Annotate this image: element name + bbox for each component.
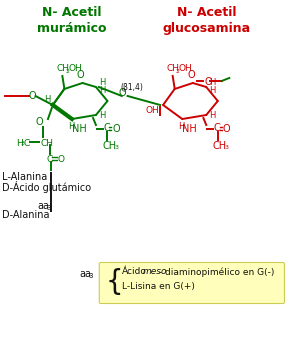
Text: C: C xyxy=(23,139,29,147)
Text: N- Acetil
murámico: N- Acetil murámico xyxy=(37,6,107,35)
Text: H: H xyxy=(209,77,215,86)
Text: O: O xyxy=(223,124,230,134)
Text: aa: aa xyxy=(80,269,92,279)
Text: 3: 3 xyxy=(46,205,50,211)
Text: O: O xyxy=(29,91,36,101)
Text: H: H xyxy=(178,121,184,131)
Text: H: H xyxy=(99,111,105,120)
Text: meso: meso xyxy=(143,267,167,277)
Text: CH: CH xyxy=(167,64,180,73)
Text: CH: CH xyxy=(57,64,70,73)
Text: H: H xyxy=(68,121,74,131)
Text: CH: CH xyxy=(213,141,227,151)
Text: O: O xyxy=(112,124,120,134)
Text: OH: OH xyxy=(178,64,192,73)
Text: O: O xyxy=(204,77,212,87)
Text: OH: OH xyxy=(68,64,82,73)
Text: C: C xyxy=(103,123,110,133)
Text: D-Ácido glutámico: D-Ácido glutámico xyxy=(2,181,91,193)
Text: CH: CH xyxy=(103,141,117,151)
Text: 2: 2 xyxy=(176,69,180,74)
Text: O: O xyxy=(187,70,195,80)
Text: C: C xyxy=(46,155,52,164)
Text: O: O xyxy=(58,155,64,164)
Text: Ácido: Ácido xyxy=(122,267,147,277)
Text: H: H xyxy=(99,77,105,86)
Text: aa: aa xyxy=(38,201,50,211)
Text: L-Lisina en G(+): L-Lisina en G(+) xyxy=(122,282,195,291)
Text: N- Acetil
glucosamina: N- Acetil glucosamina xyxy=(162,6,250,35)
Text: O: O xyxy=(77,70,84,80)
Text: 3: 3 xyxy=(224,145,229,150)
Text: H: H xyxy=(16,139,23,147)
Text: C: C xyxy=(214,123,221,133)
Text: O: O xyxy=(119,88,127,98)
Text: {: { xyxy=(106,268,123,296)
Text: 3: 3 xyxy=(88,273,93,279)
Text: L-Alanina: L-Alanina xyxy=(2,172,47,182)
Text: O: O xyxy=(35,117,43,127)
Text: - diaminopimélico en G(-): - diaminopimélico en G(-) xyxy=(156,267,275,277)
Text: CH: CH xyxy=(40,139,53,147)
Text: H: H xyxy=(99,85,105,95)
Text: H: H xyxy=(209,111,215,120)
Text: NH: NH xyxy=(72,124,87,134)
Text: H: H xyxy=(209,85,215,95)
Text: 2: 2 xyxy=(65,69,69,74)
Text: (β1,4): (β1,4) xyxy=(120,82,143,91)
Text: D-Alanina: D-Alanina xyxy=(2,210,50,220)
Text: H: H xyxy=(44,95,51,104)
FancyBboxPatch shape xyxy=(99,262,284,303)
Text: OH: OH xyxy=(146,106,160,115)
Text: 3: 3 xyxy=(114,145,118,150)
Text: 3: 3 xyxy=(20,141,24,146)
Text: NH: NH xyxy=(182,124,197,134)
